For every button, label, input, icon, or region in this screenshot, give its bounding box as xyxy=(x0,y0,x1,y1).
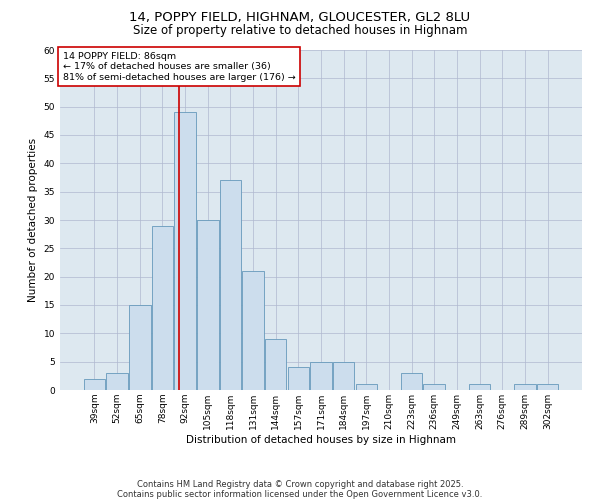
Bar xyxy=(106,373,128,390)
Bar xyxy=(401,373,422,390)
Bar xyxy=(310,362,332,390)
Bar xyxy=(514,384,536,390)
Bar xyxy=(287,368,309,390)
Bar xyxy=(424,384,445,390)
Bar xyxy=(175,112,196,390)
Bar xyxy=(356,384,377,390)
Y-axis label: Number of detached properties: Number of detached properties xyxy=(28,138,38,302)
Bar xyxy=(152,226,173,390)
Bar xyxy=(265,339,286,390)
X-axis label: Distribution of detached houses by size in Highnam: Distribution of detached houses by size … xyxy=(186,434,456,444)
Text: 14, POPPY FIELD, HIGHNAM, GLOUCESTER, GL2 8LU: 14, POPPY FIELD, HIGHNAM, GLOUCESTER, GL… xyxy=(130,11,470,24)
Bar xyxy=(242,271,264,390)
Text: 14 POPPY FIELD: 86sqm
← 17% of detached houses are smaller (36)
81% of semi-deta: 14 POPPY FIELD: 86sqm ← 17% of detached … xyxy=(62,52,295,82)
Bar xyxy=(333,362,355,390)
Bar xyxy=(129,305,151,390)
Text: Contains HM Land Registry data © Crown copyright and database right 2025.
Contai: Contains HM Land Registry data © Crown c… xyxy=(118,480,482,499)
Bar xyxy=(220,180,241,390)
Bar xyxy=(469,384,490,390)
Bar xyxy=(537,384,558,390)
Bar xyxy=(84,378,105,390)
Text: Size of property relative to detached houses in Highnam: Size of property relative to detached ho… xyxy=(133,24,467,37)
Bar xyxy=(197,220,218,390)
